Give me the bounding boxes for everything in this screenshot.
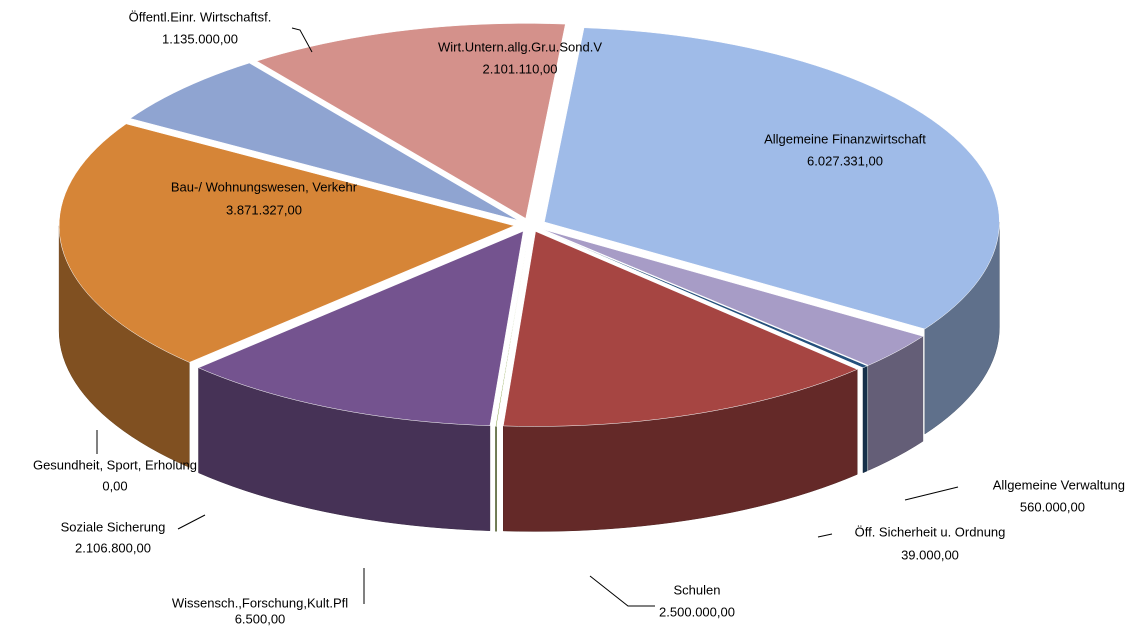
slice-value-label: 3.871.327,00 [226,202,302,217]
slice-label: Schulen [674,582,721,597]
slice-value-label: 2.106.800,00 [75,540,151,555]
pie-slice [544,27,1000,330]
slice-value-label: 6.027.331,00 [807,153,883,168]
slice-label: Wissensch.,Forschung,Kult.Pfl [172,595,348,610]
pie-slice [541,229,868,369]
pie-slice [129,62,519,221]
slice-value-label: 560.000,00 [1020,499,1085,514]
pie-slice [502,231,858,427]
leader-line [589,575,655,607]
slice-label: Soziale Sicherung [61,519,166,534]
slice-value-label: 6.500,00 [235,611,286,626]
leader-line [177,514,206,530]
slice-side [862,365,868,474]
pie-slice [542,229,924,366]
slice-label: Allgemeine Verwaltung [993,477,1125,492]
pie-slice [58,123,515,363]
slice-label: Öff. Sicherheit u. Ordnung [855,524,1006,539]
slice-value-label: 2.500.000,00 [659,604,735,619]
leader-line [904,486,959,501]
slice-label: Wirt.Untern.allg.Gr.u.Sond.V [438,39,602,54]
slice-label: Bau-/ Wohnungswesen, Verkehr [171,179,358,194]
leader-line [817,533,833,538]
slice-value-label: 39.000,00 [901,547,959,562]
slice-label: Öffentl.Einr. Wirtschaftsf. [129,9,272,24]
leader-line [291,27,313,53]
slice-value-label: 2.101.110,00 [483,61,558,76]
slice-value-label: 1.135.000,00 [162,31,238,46]
pie-slice [495,231,530,427]
slice-side [495,426,497,532]
pie-slice [197,230,524,426]
slice-label: Allgemeine Finanzwirtschaft [764,131,926,146]
pie-slice [256,23,566,219]
slice-value-label: 0,00 [102,478,127,493]
slice-label: Gesundheit, Sport, Erholung [33,457,197,472]
